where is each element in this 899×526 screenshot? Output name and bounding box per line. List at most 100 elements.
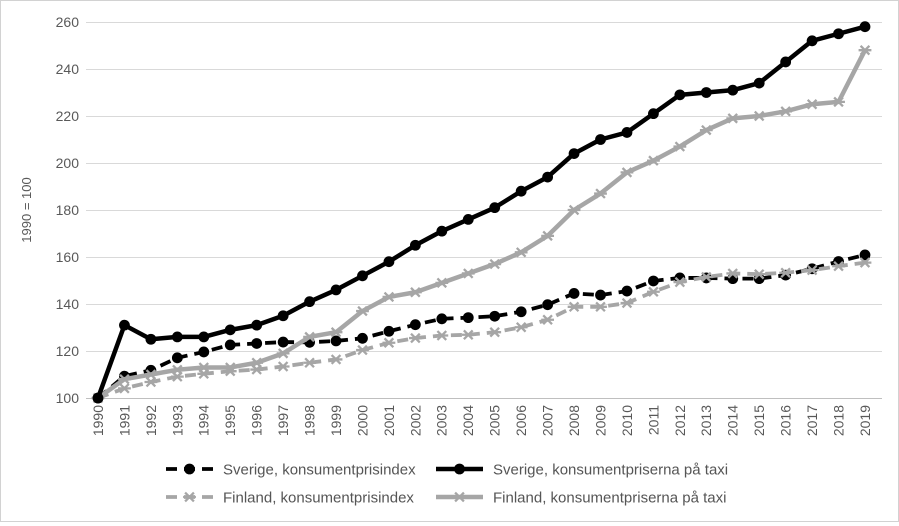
x-tick-label: 2000 (354, 405, 370, 436)
data-point-marker (541, 230, 555, 242)
data-point-marker (436, 225, 448, 237)
data-point-marker (462, 312, 474, 324)
data-point-marker (224, 324, 236, 336)
y-axis-title: 1990 = 100 (19, 177, 34, 242)
data-point-marker (251, 319, 263, 331)
data-point-marker (647, 155, 660, 166)
data-point-marker (753, 77, 765, 89)
data-point-marker (198, 331, 210, 343)
data-point-marker (567, 204, 581, 216)
x-tick-label: 2003 (434, 405, 450, 436)
data-point-marker (409, 239, 421, 251)
data-point-marker (144, 369, 158, 380)
data-point-marker (276, 348, 290, 359)
data-point-marker (330, 284, 342, 296)
data-point-marker (224, 339, 236, 351)
x-tick-label: 1999 (328, 405, 344, 436)
legend-label: Finland, konsumentprisindex (223, 489, 414, 506)
data-point-marker (277, 310, 289, 322)
data-point-marker (832, 96, 845, 108)
y-tick-label: 140 (56, 296, 80, 312)
data-point-marker (119, 319, 130, 331)
x-tick-label: 2011 (645, 405, 661, 435)
x-tick-label: 2019 (857, 405, 873, 436)
x-tick-label: 1994 (196, 405, 212, 436)
data-point-marker (462, 214, 474, 225)
x-tick-label: 1996 (249, 405, 265, 436)
data-point-marker (382, 291, 396, 303)
x-tick-label: 2005 (487, 405, 503, 436)
data-point-marker (489, 310, 501, 322)
x-tick-label: 1995 (222, 405, 238, 436)
data-point-marker (752, 110, 766, 122)
data-point-marker (621, 127, 633, 138)
data-point-marker (145, 333, 157, 345)
x-tick-label: 1997 (275, 405, 291, 436)
data-point-marker (356, 344, 369, 356)
data-point-marker (805, 264, 819, 276)
data-point-marker (594, 188, 607, 199)
data-point-marker (858, 44, 872, 56)
data-point-marker (699, 271, 713, 283)
x-tick-label: 1991 (116, 405, 132, 436)
x-tick-label: 2017 (804, 405, 820, 436)
data-point-marker (435, 330, 449, 341)
data-point-marker (780, 56, 792, 68)
data-point-marker (674, 89, 686, 101)
x-tick-label: 2008 (566, 405, 582, 436)
data-point-marker (568, 288, 580, 299)
x-tick-label: 2018 (830, 405, 846, 436)
x-tick-label: 2010 (619, 405, 635, 436)
data-point-marker (171, 331, 183, 343)
x-tick-label: 2015 (751, 405, 767, 436)
data-point-marker (408, 332, 422, 344)
y-tick-label: 180 (56, 202, 80, 218)
y-tick-label: 260 (56, 14, 80, 30)
data-point-marker (198, 346, 210, 358)
data-point-marker (726, 113, 740, 124)
data-point-marker (541, 314, 555, 325)
data-point-marker (118, 373, 131, 385)
data-point-marker (779, 267, 793, 278)
x-tick-label: 2009 (592, 405, 608, 436)
x-tick-label: 2004 (460, 405, 476, 436)
data-point-marker (304, 296, 315, 308)
data-point-marker (488, 258, 502, 270)
data-point-marker (567, 301, 581, 313)
data-point-marker (621, 285, 633, 297)
data-point-marker (383, 325, 395, 337)
data-point-marker (859, 249, 871, 261)
x-tick-label: 2006 (513, 405, 529, 436)
x-tick-label: 1998 (301, 405, 317, 436)
data-point-marker (700, 87, 712, 98)
data-point-marker (805, 99, 819, 110)
data-point-marker (859, 21, 871, 33)
data-point-marker (409, 319, 421, 331)
data-point-marker (595, 134, 606, 145)
data-point-marker (144, 376, 158, 388)
legend: Sverige, konsumentprisindex Sverige, kons… (166, 461, 728, 506)
data-point-marker (276, 361, 290, 372)
data-point-marker (542, 171, 554, 183)
data-point-marker (170, 364, 184, 376)
y-tick-label: 220 (56, 108, 80, 124)
data-point-marker (514, 322, 528, 333)
series-finland-konsumentpriserna-p-taxi (91, 44, 872, 404)
data-point-marker (250, 357, 264, 368)
data-point-marker (489, 202, 501, 214)
data-point-marker (382, 337, 396, 348)
data-point-marker (184, 463, 195, 475)
data-point-marker (515, 185, 527, 197)
y-tick-label: 120 (56, 343, 80, 359)
data-point-marker (648, 108, 659, 120)
data-point-marker (357, 332, 368, 344)
data-point-marker (171, 352, 183, 364)
data-point-marker (356, 305, 369, 317)
y-tick-label: 200 (56, 155, 80, 171)
data-point-marker (779, 106, 793, 117)
data-point-marker (357, 270, 368, 282)
x-tick-label: 1990 (90, 405, 106, 436)
data-point-marker (453, 491, 466, 503)
